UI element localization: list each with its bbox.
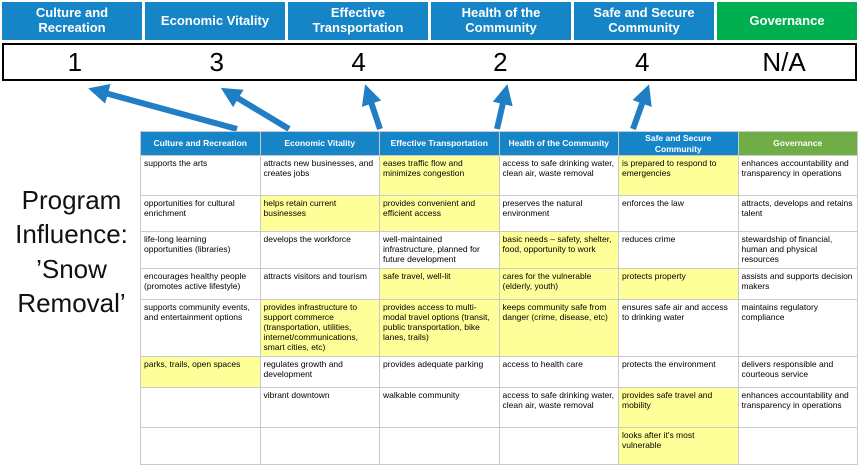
score-value-1: 1 [67,46,83,77]
matrix-header-cell: Effective Transportation [379,131,499,155]
matrix-cell: supports community events, and entertain… [140,299,260,356]
matrix-cell: attracts visitors and tourism [259,268,379,299]
score-value-4: 2 [493,46,508,77]
matrix-cell: attracts, develops and retains talent [737,195,857,231]
matrix-cell: attracts new businesses, and creates job… [259,155,379,195]
score-row: 1 3 4 2 4 N/A [2,43,857,81]
matrix-row-7: vibrant downtown walkable community access… [140,387,857,427]
matrix-cell-highlighted: provides access to multi-modal travel op… [379,299,499,356]
matrix-header-cell: Governance [737,131,857,155]
matrix-header-cell: Safe and Secure Community [618,131,738,155]
matrix-cell-highlighted: cares for the vulnerable (elderly, youth… [498,268,618,299]
score-value-6: N/A [762,46,806,77]
matrix-cell: enforces the law [618,195,738,231]
up-arrow-icon-2 [220,87,291,132]
matrix-cell [379,427,499,464]
pillar-header-3: Effective Transportation [288,2,428,40]
matrix-cell-highlighted: basic needs – safety, shelter, food, opp… [498,231,618,268]
matrix-cell-highlighted: parks, trails, open spaces [140,356,260,387]
matrix-cell [737,427,857,464]
matrix-cell: opportunities for cultural enrichment [140,195,260,231]
matrix-cell: preserves the natural environment [498,195,618,231]
pillar-header-label: Governance [749,12,825,28]
matrix-cell: vibrant downtown [259,387,379,427]
matrix-header-label: Effective Transportation [390,138,488,149]
matrix-cell [498,427,618,464]
matrix-cell [259,427,379,464]
matrix-row-1: supports the arts attracts new businesses… [140,155,857,195]
matrix-row-6: parks, trails, open spaces regulates grow… [140,356,857,387]
matrix-cell-highlighted: keeps community safe from danger (crime,… [498,299,618,356]
matrix-header-cell: Health of the Community [498,131,618,155]
pillar-header-label: Health of the Community [461,5,541,35]
matrix-cell-highlighted: protects property [618,268,738,299]
matrix-cell [140,387,260,427]
pillar-header-label: Economic Vitality [160,12,270,28]
matrix-header-label: Economic Vitality [284,138,356,149]
pillar-header-label: Effective Transportation [312,5,404,35]
matrix-header-cell: Culture and Recreation [140,131,260,155]
matrix-cell: stewardship of financial, human and phys… [737,231,857,268]
matrix-row-8: looks after it's most vulnerable [140,427,857,464]
pillar-header-4: Health of the Community [431,2,571,40]
matrix-cell [140,427,260,464]
pillar-header-2: Economic Vitality [145,2,285,40]
matrix-cell: provides adequate parking [379,356,499,387]
matrix-cell: access to health care [498,356,618,387]
matrix-cell: regulates growth and development [259,356,379,387]
matrix-header-row: Culture and Recreation Economic Vitality E… [140,131,857,155]
matrix-cell: enhances accountability and transparency… [737,387,857,427]
pillar-header-5: Safe and Secure Community [574,2,714,40]
matrix-cell-highlighted: provides convenient and efficient access [379,195,499,231]
matrix-cell: enhances accountability and transparency… [737,155,857,195]
influence-matrix: Culture and Recreation Economic Vitality E… [140,131,858,465]
matrix-cell: well-maintained infrastructure, planned … [379,231,499,268]
matrix-cell-highlighted: eases traffic flow and minimizes congest… [379,155,499,195]
matrix-header-label: Health of the Community [508,138,610,149]
matrix-row-4: encourages healthy people (promotes acti… [140,268,857,299]
matrix-header-label: Governance [773,138,823,149]
matrix-cell: assists and supports decision makers [737,268,857,299]
matrix-cell: develops the workforce [259,231,379,268]
matrix-header-label: Culture and Recreation [153,138,248,149]
score-value-5: 4 [635,46,650,77]
pillar-header-label: Safe and Secure Community [593,5,695,35]
matrix-cell: life-long learning opportunities (librar… [140,231,260,268]
matrix-cell-highlighted: helps retain current businesses [259,195,379,231]
matrix-cell-highlighted: is prepared to respond to emergencies [618,155,738,195]
influence-arrows [0,81,859,132]
matrix-cell-highlighted: provides safe travel and mobility [618,387,738,427]
matrix-row-3: life-long learning opportunities (librar… [140,231,857,268]
matrix-header-label: Safe and Secure Community [645,133,712,154]
pillar-header-label: Culture and Recreation [35,5,109,35]
pillar-header-6: Governance [717,2,857,40]
score-value-3: 4 [351,46,366,77]
matrix-cell: access to safe drinking water, clean air… [498,155,618,195]
matrix-cell: supports the arts [140,155,260,195]
program-title: Program Influence: ’Snow Removal’ [15,185,128,318]
matrix-cell: ensures safe air and access to drinking … [618,299,738,356]
matrix-cell: maintains regulatory compliance [737,299,857,356]
matrix-cell: encourages healthy people (promotes acti… [140,268,260,299]
up-arrow-icon-5 [630,84,652,131]
pillar-header-1: Culture and Recreation [2,2,142,40]
matrix-row-2: opportunities for cultural enrichment hel… [140,195,857,231]
up-arrow-icon-1 [88,83,238,132]
matrix-cell: reduces crime [618,231,738,268]
up-arrow-icon-3 [361,84,383,130]
matrix-cell-highlighted: provides infrastructure to support comme… [259,299,379,356]
matrix-cell-highlighted: looks after it's most vulnerable [618,427,738,464]
pillar-header-row: Culture and Recreation Economic Vitality E… [2,2,857,40]
matrix-row-5: supports community events, and entertain… [140,299,857,356]
matrix-cell: walkable community [379,387,499,427]
matrix-header-cell: Economic Vitality [259,131,379,155]
matrix-cell: delivers responsible and courteous servi… [737,356,857,387]
arrows-svg [88,83,652,132]
matrix-cell: access to safe drinking water, clean air… [498,387,618,427]
matrix-cell: protects the environment [618,356,738,387]
matrix-cell-highlighted: safe travel, well-lit [379,268,499,299]
score-value-2: 3 [209,46,224,77]
up-arrow-icon-4 [492,84,513,130]
